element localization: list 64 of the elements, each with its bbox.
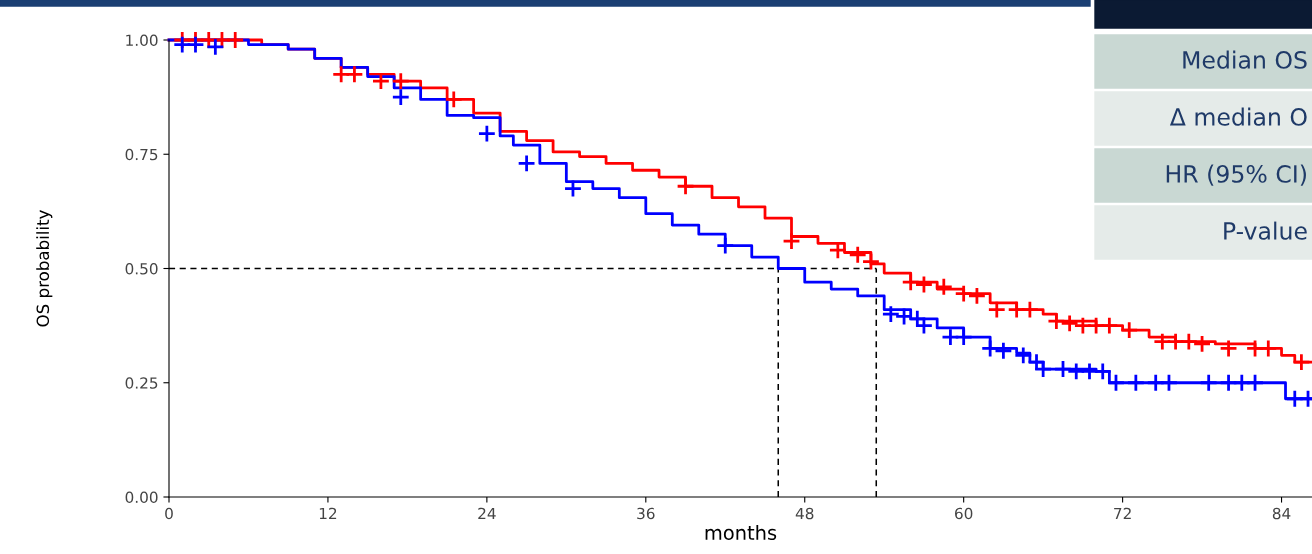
point [980, 339, 1000, 358]
point [914, 316, 934, 335]
x-tick-label: 0 [165, 507, 173, 520]
y-tick-label: 0.50 [125, 262, 158, 275]
point [967, 286, 987, 306]
y-axis-title: OS probability [36, 210, 53, 327]
x-tick-label: 72 [1114, 507, 1131, 520]
annotation: HR (95% CI) [1166, 164, 1306, 186]
y-tick-label: 0.25 [125, 377, 158, 389]
point [206, 37, 225, 57]
y-tick-label: 0.00 [125, 491, 158, 504]
point [848, 245, 868, 265]
x-tick-label: 36 [637, 507, 655, 520]
annotation: Δ median O [1169, 107, 1307, 126]
x-tick-label: 48 [795, 507, 814, 520]
point [1013, 346, 1033, 365]
x-tick-label: 12 [319, 507, 337, 520]
x-tick-label: 60 [955, 507, 973, 520]
point [1258, 339, 1278, 358]
point [987, 300, 1007, 319]
point [1020, 300, 1040, 319]
point [1219, 339, 1238, 358]
point [1126, 373, 1146, 393]
point [1199, 373, 1218, 393]
point [1192, 334, 1212, 354]
point [1047, 311, 1066, 331]
x-axis-title: months [705, 524, 777, 541]
point [1245, 373, 1265, 393]
point [676, 176, 695, 196]
point [881, 304, 901, 324]
point [901, 272, 920, 292]
y-tick-label: 0.75 [125, 148, 158, 161]
point [954, 284, 973, 303]
point [914, 275, 934, 294]
point [934, 277, 954, 297]
point [1179, 332, 1199, 351]
point [861, 252, 881, 271]
y-tick-label: 1.00 [126, 34, 158, 47]
point [391, 71, 411, 91]
point [345, 64, 364, 84]
point [186, 35, 205, 54]
point [477, 124, 497, 143]
point [782, 231, 801, 251]
point [1033, 359, 1053, 379]
point [1100, 316, 1119, 335]
annotation: Median OS [1183, 50, 1307, 69]
point [225, 30, 245, 50]
point [1106, 373, 1126, 393]
point [1119, 320, 1139, 340]
point [391, 87, 411, 107]
point [994, 341, 1013, 361]
point [715, 236, 735, 255]
point [1093, 362, 1113, 381]
point [954, 327, 973, 347]
point [517, 154, 536, 173]
point [1053, 359, 1073, 379]
point [1060, 314, 1079, 333]
annotation: P-value [1224, 221, 1307, 240]
point [563, 179, 583, 198]
x-tick-label: 24 [478, 507, 496, 520]
point [1292, 352, 1311, 372]
point [1159, 373, 1179, 393]
point [444, 90, 464, 109]
x-tick-label: 84 [1272, 507, 1291, 520]
